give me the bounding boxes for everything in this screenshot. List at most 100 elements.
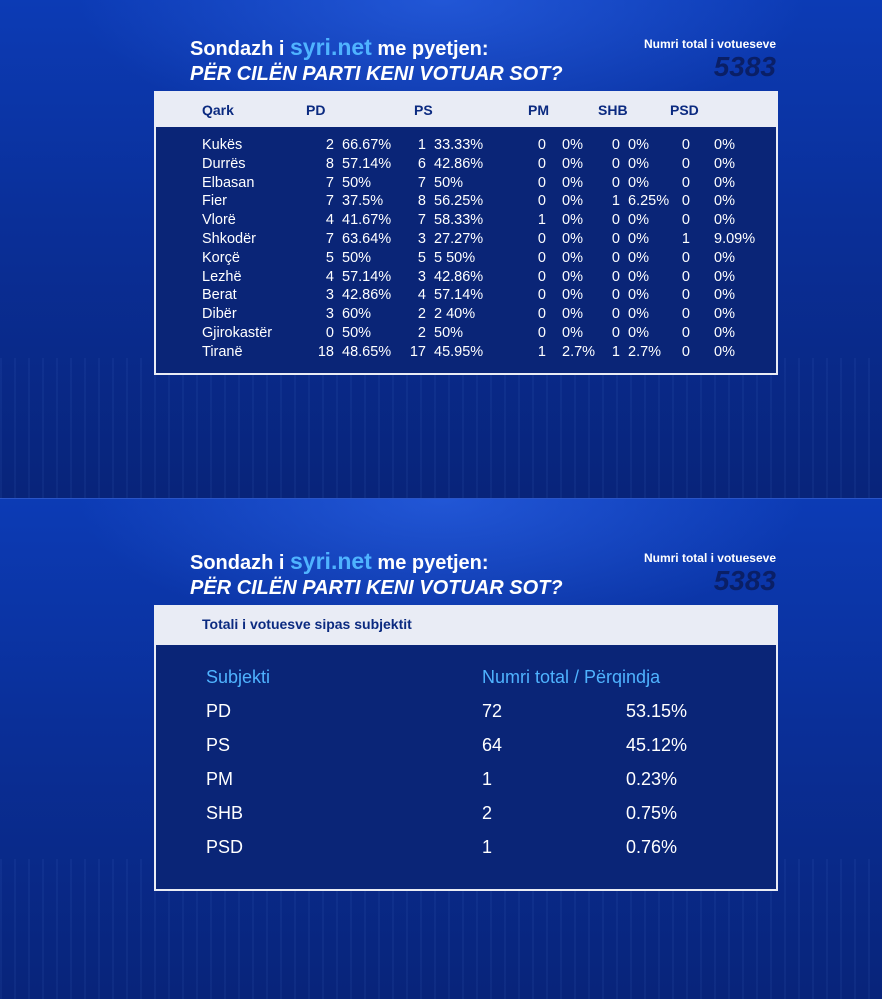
cell-pd-count: 4 [325,268,334,285]
cell-pm-percent: 0% [562,287,583,304]
cell-psd-percent: 0% [714,287,735,304]
summary-percent: 0.76% [626,837,678,857]
cell-shb-percent: 2.7% [628,343,662,360]
column-header-pd: PD [306,102,326,118]
cell-ps-percent: 42.86% [434,268,484,285]
poll-question: PËR CILËN PARTI KENI VOTUAR SOT? [190,63,563,85]
cell-pd-count: 4 [325,212,334,229]
summary-count: 1 [482,769,493,789]
cell-psd-count: 0 [681,249,690,266]
summary-count: 64 [482,735,503,755]
poll-title: Sondazh i syri.net me pyetjen: [190,33,489,61]
cell-pd-count: 7 [325,193,334,210]
summary-subject: PSD [206,837,244,857]
cell-psd-count: 0 [681,306,690,323]
cell-psd-count: 0 [681,343,690,360]
summary-percent: 0.75% [626,803,678,823]
summary-percent: 53.15% [626,701,688,721]
cell-shb-percent: 0% [628,306,649,323]
cell-shb-count: 0 [611,155,620,172]
cell-ps-percent: 58.33% [434,212,484,229]
cell-psd-count: 0 [681,268,690,285]
cell-pd-percent: 50% [342,249,372,266]
cell-qark: Berat [202,287,237,304]
cell-qark: Lezhë [202,268,242,285]
cell-ps-percent: 27.27% [434,230,484,247]
cell-pd-count: 5 [325,249,334,266]
cell-pd-percent: 50% [342,324,372,341]
cell-psd-percent: 0% [714,343,735,360]
cell-shb-count: 1 [611,193,620,210]
summary-count: 1 [482,837,493,857]
cell-shb-count: 0 [611,230,620,247]
cell-ps-count: 3 [417,268,426,285]
cell-psd-percent: 0% [714,249,735,266]
cell-psd-count: 0 [681,174,690,191]
cell-shb-percent: 0% [628,268,649,285]
cell-pm-count: 0 [537,230,546,247]
summary-subject: PS [206,735,231,755]
cell-pm-count: 0 [537,287,546,304]
summary-count: 2 [482,803,493,823]
summary-subject: PM [206,769,233,789]
cell-pm-count: 0 [537,306,546,323]
votes-total-value: 5383 [713,565,776,596]
poll-header: Sondazh i syri.net me pyetjen: PËR CILËN… [190,33,776,97]
table-row: Fier 7 37.5% 8 56.25% 0 0% 1 6.25% 0 0% [156,193,776,212]
background-stripes [0,358,882,498]
column-header-pm: PM [528,102,549,118]
cell-ps-count: 3 [417,230,426,247]
table-body: Kukës 2 66.67% 1 33.33% 0 0% 0 0% 0 0% Durrës 8 57.14… [156,127,776,363]
title-prefix: Sondazh i [190,552,285,574]
cell-pm-percent: 0% [562,249,583,266]
summary-percent: 0.23% [626,769,678,789]
table-header-row: Qark PD PS PM SHB PSD [156,93,776,127]
column-header-shb: SHB [598,102,628,118]
cell-psd-count: 1 [681,230,690,247]
cell-pd-count: 3 [325,306,334,323]
cell-shb-count: 0 [611,249,620,266]
cell-qark: Gjirokastër [202,324,273,341]
cell-pm-count: 0 [537,268,546,285]
cell-pm-count: 1 [537,343,546,360]
cell-pd-percent: 57.14% [342,155,392,172]
cell-pd-percent: 50% [342,174,372,191]
cell-psd-count: 0 [681,155,690,172]
cell-pd-count: 3 [325,287,334,304]
column-header-qark: Qark [202,102,234,118]
votes-total-value: 5383 [713,51,776,82]
cell-shb-percent: 0% [628,174,649,191]
cell-pd-count: 0 [325,324,334,341]
cell-shb-count: 0 [611,324,620,341]
cell-psd-percent: 0% [714,212,735,229]
cell-pd-percent: 63.64% [342,230,392,247]
column-header-ps: PS [414,102,433,118]
cell-pm-percent: 0% [562,155,583,172]
cell-shb-percent: 0% [628,249,649,266]
cell-ps-percent: 2 40% [434,306,476,323]
cell-psd-percent: 0% [714,193,735,210]
cell-pd-percent: 60% [342,306,372,323]
cell-pd-count: 2 [325,137,334,153]
votes-total-label: Numri total i votueseve [643,551,776,565]
cell-psd-percent: 0% [714,137,735,153]
cell-pm-percent: 0% [562,324,583,341]
cell-shb-count: 0 [611,306,620,323]
cell-psd-count: 0 [681,212,690,229]
summary-count: 72 [482,701,503,721]
cell-pd-count: 7 [325,230,334,247]
cell-shb-count: 1 [611,343,620,360]
cell-shb-count: 0 [611,268,620,285]
cell-pd-percent: 48.65% [342,343,392,360]
cell-ps-count: 1 [417,137,426,153]
cell-ps-percent: 57.14% [434,287,484,304]
column-header-psd: PSD [670,102,699,118]
cell-ps-percent: 56.25% [434,193,484,210]
cell-shb-percent: 0% [628,324,649,341]
cell-qark: Dibër [202,306,237,323]
poll-header: Sondazh i syri.net me pyetjen: PËR CILËN… [190,547,776,611]
cell-ps-count: 6 [417,155,426,172]
cell-ps-count: 17 [409,343,426,360]
regional-results-table: Qark PD PS PM SHB PSD Kukës 2 66.67% 1 33.33… [154,91,778,375]
cell-shb-count: 0 [611,174,620,191]
